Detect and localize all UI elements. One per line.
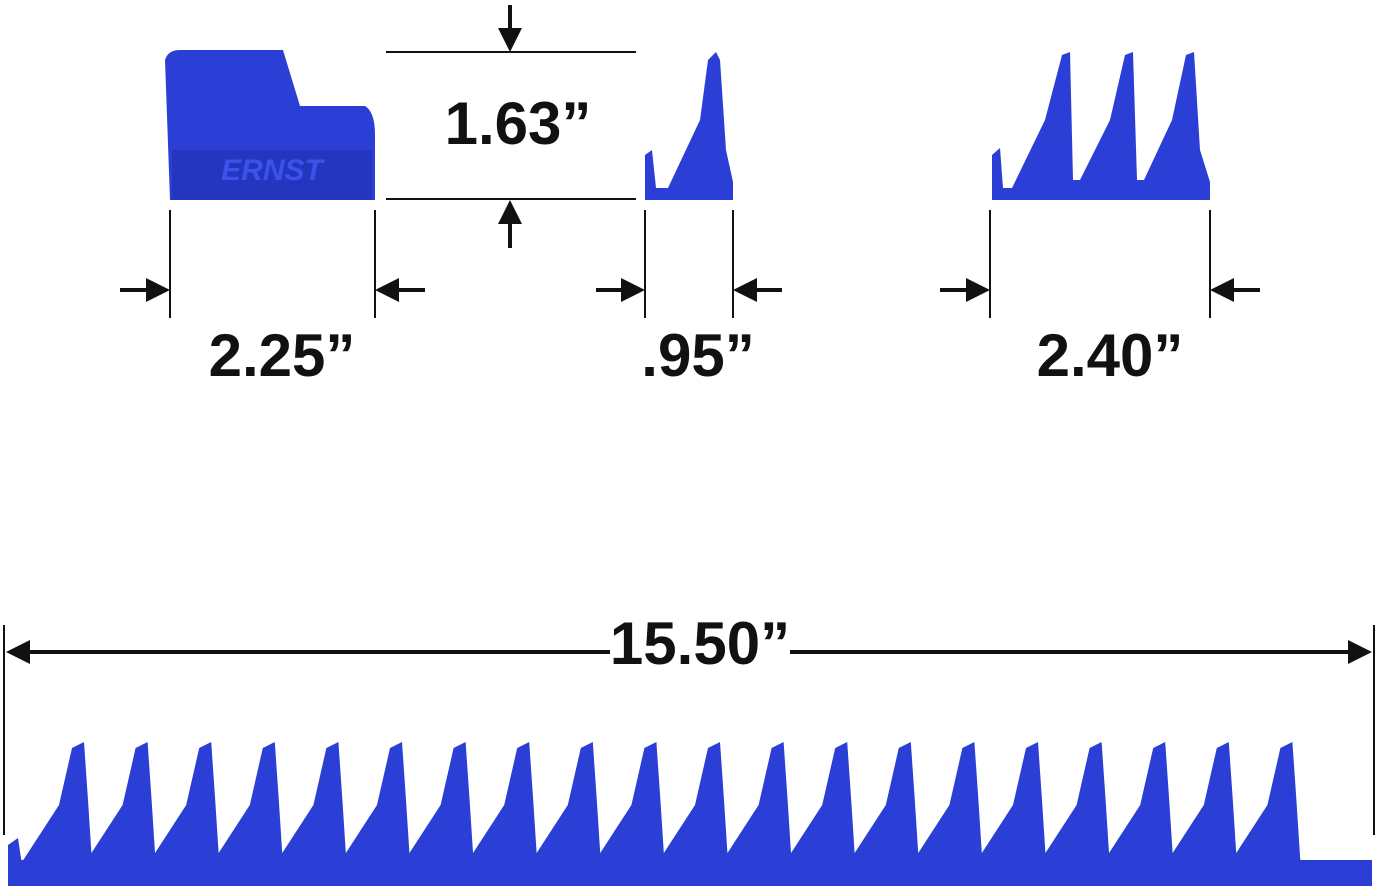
rail-tooth	[1166, 742, 1237, 862]
rail-tooth	[85, 742, 156, 862]
rail-tooth	[276, 742, 347, 862]
rail-tooth	[976, 742, 1046, 862]
rail-tooth	[1103, 742, 1174, 862]
rail-tooth	[594, 742, 665, 862]
brand-emboss: ERNST	[221, 154, 325, 187]
end-width-label: 2.25”	[209, 322, 356, 389]
rail-tooth	[530, 742, 601, 862]
end-block: ERNST	[165, 50, 375, 200]
triple-tooth	[992, 52, 1210, 200]
rail-tooth	[22, 742, 92, 862]
rail-end	[8, 838, 22, 886]
rail	[8, 742, 1372, 886]
rail-base	[8, 860, 1372, 886]
rail-tooth	[403, 742, 474, 862]
rail-tooth	[149, 742, 220, 862]
rail-tooth	[848, 742, 919, 862]
rail-tooth	[340, 742, 410, 862]
tooth-width-label: .95”	[641, 322, 754, 389]
single-tooth	[645, 52, 733, 200]
rail-tooth	[721, 742, 792, 862]
rail-tooth	[658, 742, 728, 862]
rail-tooth	[467, 742, 538, 862]
rail-tooth	[785, 742, 856, 862]
rail-tooth	[1230, 742, 1301, 862]
rail-tooth	[1039, 742, 1110, 862]
rail-length-label: 15.50”	[610, 610, 790, 677]
height-label: 1.63”	[445, 90, 592, 157]
rail-tooth	[912, 742, 983, 862]
rail-tooth	[212, 742, 283, 862]
triple-width-label: 2.40”	[1037, 322, 1184, 389]
